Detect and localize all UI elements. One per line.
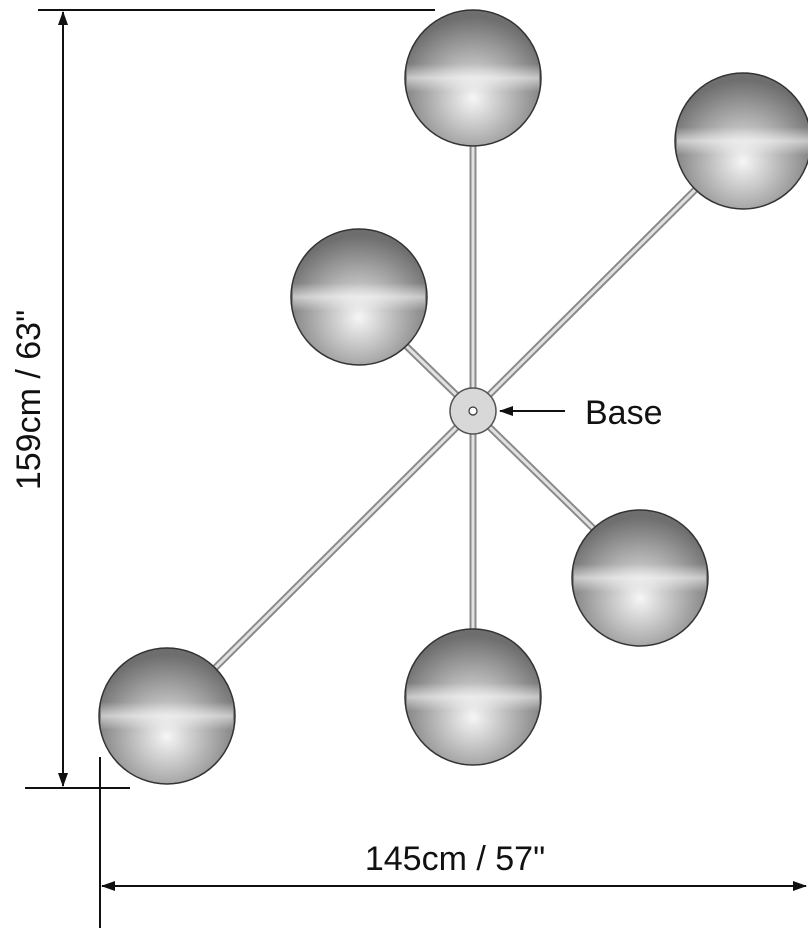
width-label: 145cm / 57" — [365, 840, 545, 878]
base-label: Base — [585, 394, 663, 432]
height-label: 159cm / 63" — [10, 310, 48, 490]
base — [449, 387, 497, 435]
spheres — [98, 9, 808, 785]
dimension-lines — [25, 9, 807, 928]
